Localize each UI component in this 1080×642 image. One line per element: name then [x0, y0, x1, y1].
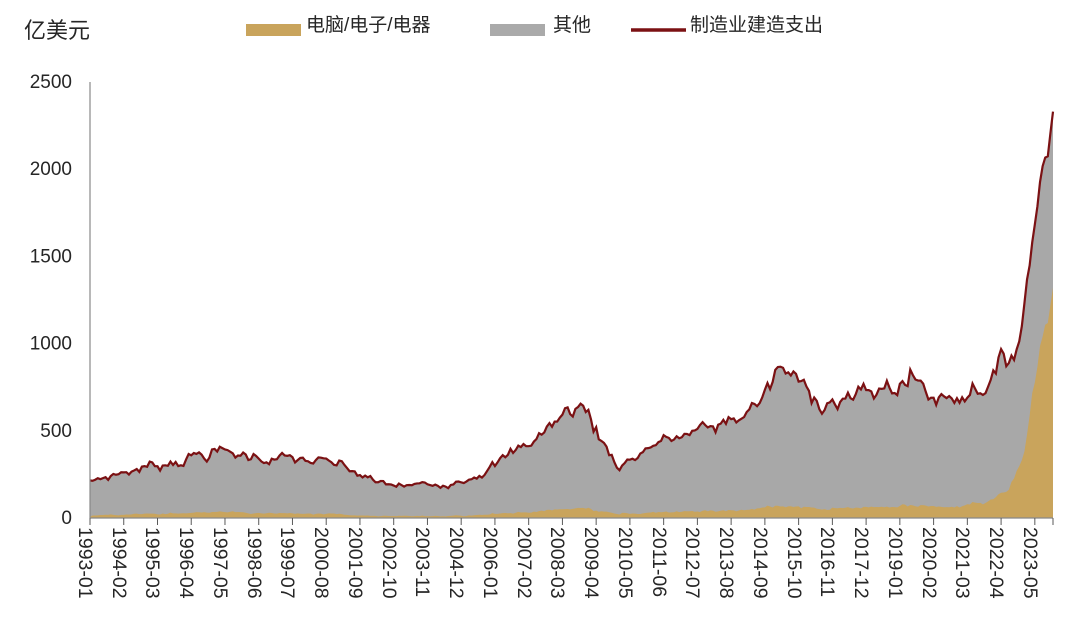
svg-text:2500: 2500 — [30, 72, 72, 93]
svg-text:亿美元: 亿美元 — [24, 18, 90, 43]
svg-text:2000: 2000 — [30, 159, 72, 180]
svg-text:1000: 1000 — [30, 334, 72, 355]
svg-text:制造业建造支出: 制造业建造支出 — [690, 14, 823, 36]
svg-text:0: 0 — [61, 508, 72, 529]
svg-text:1500: 1500 — [30, 246, 72, 267]
svg-text:其他: 其他 — [553, 14, 591, 36]
svg-text:电脑/电子/电器: 电脑/电子/电器 — [306, 14, 431, 36]
svg-text:500: 500 — [40, 421, 72, 442]
